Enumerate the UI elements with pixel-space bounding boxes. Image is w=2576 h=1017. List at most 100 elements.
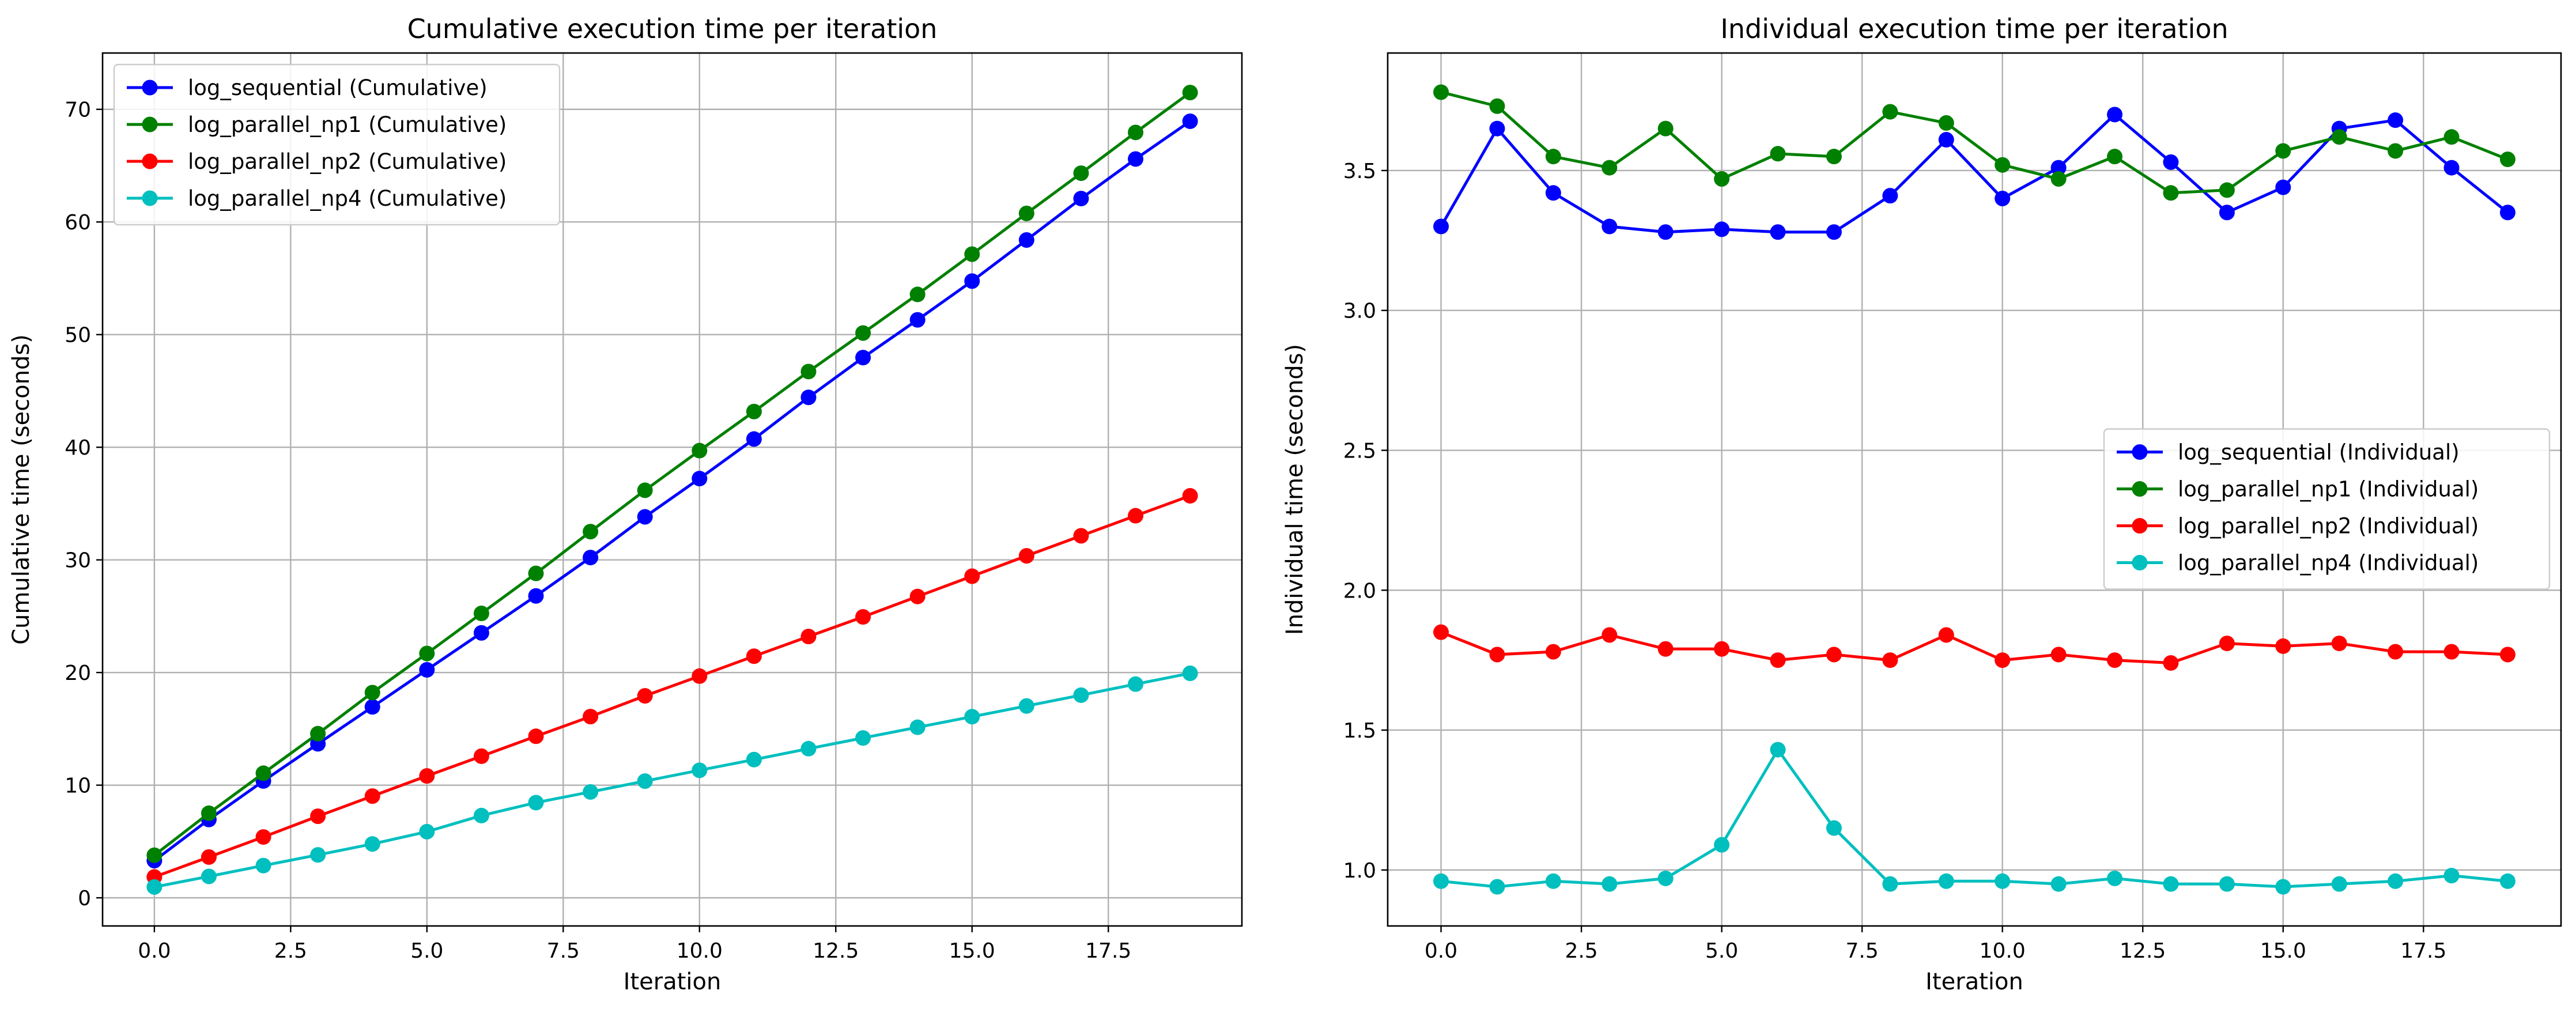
data-point bbox=[692, 762, 708, 778]
data-point bbox=[692, 443, 708, 459]
data-point bbox=[364, 836, 380, 852]
series-line bbox=[1440, 90, 2509, 195]
data-point bbox=[1489, 879, 1505, 895]
data-point bbox=[364, 788, 380, 804]
data-point bbox=[1995, 157, 2011, 173]
data-point bbox=[1545, 185, 1561, 201]
data-point bbox=[1545, 644, 1561, 660]
data-point bbox=[201, 805, 217, 821]
data-point bbox=[1601, 627, 1618, 643]
data-point bbox=[2050, 160, 2067, 176]
data-point bbox=[2163, 655, 2179, 671]
data-point bbox=[1882, 104, 1898, 120]
data-point bbox=[2219, 876, 2235, 892]
y-tick-label: 2.0 bbox=[1343, 579, 1376, 603]
legend-marker bbox=[142, 116, 158, 133]
series-1 bbox=[146, 113, 1198, 869]
data-point bbox=[1938, 873, 1954, 889]
data-point bbox=[2499, 873, 2515, 889]
data-point bbox=[2107, 652, 2123, 668]
x-tick-label: 7.5 bbox=[1846, 939, 1879, 963]
data-point bbox=[583, 784, 599, 800]
series-line bbox=[1440, 113, 2509, 234]
data-point bbox=[1938, 627, 1954, 643]
data-point bbox=[2388, 112, 2404, 128]
legend-label: log_parallel_np4 (Cumulative) bbox=[188, 186, 507, 211]
data-point bbox=[1073, 528, 1089, 544]
data-point bbox=[1714, 837, 1730, 853]
data-point bbox=[909, 286, 926, 303]
data-point bbox=[2388, 143, 2404, 159]
legend-marker bbox=[2132, 444, 2148, 460]
y-tick-label: 1.0 bbox=[1343, 859, 1376, 883]
data-point bbox=[1995, 652, 2011, 668]
y-tick-label: 50 bbox=[65, 324, 91, 347]
data-point bbox=[1770, 146, 1786, 162]
data-point bbox=[2107, 107, 2123, 123]
data-point bbox=[2443, 644, 2460, 660]
data-point bbox=[1601, 160, 1618, 176]
data-point bbox=[2275, 179, 2291, 195]
x-axis-label: Iteration bbox=[624, 969, 722, 995]
data-point bbox=[1882, 652, 1898, 668]
data-point bbox=[800, 740, 817, 757]
data-point bbox=[364, 685, 380, 701]
data-point bbox=[2163, 876, 2179, 892]
data-point bbox=[2275, 143, 2291, 159]
y-tick-label: 20 bbox=[65, 661, 91, 685]
legend-item: log_parallel_np4 (Cumulative) bbox=[127, 186, 507, 211]
data-point bbox=[1826, 820, 1842, 836]
data-point bbox=[909, 719, 926, 735]
data-point bbox=[1018, 232, 1034, 248]
legend-label: log_parallel_np4 (Individual) bbox=[2178, 551, 2479, 576]
data-point bbox=[1770, 224, 1786, 240]
x-tick-label: 17.5 bbox=[2400, 939, 2446, 963]
data-point bbox=[855, 609, 871, 625]
x-tick-label: 7.5 bbox=[547, 939, 580, 963]
legend-item: log_parallel_np2 (Individual) bbox=[2117, 514, 2479, 539]
y-tick-label: 30 bbox=[65, 549, 91, 573]
data-point bbox=[1826, 647, 1842, 663]
data-point bbox=[2219, 205, 2235, 221]
legend-item: log_parallel_np2 (Cumulative) bbox=[127, 149, 507, 174]
legend-marker bbox=[142, 190, 158, 206]
data-point bbox=[2163, 185, 2179, 201]
y-axis-label: Individual time (seconds) bbox=[1282, 344, 1308, 635]
legend-box bbox=[2103, 428, 2551, 590]
data-point bbox=[800, 629, 817, 645]
y-tick-label: 3.5 bbox=[1343, 160, 1376, 183]
data-point bbox=[1770, 742, 1786, 758]
data-point bbox=[1073, 687, 1089, 703]
data-point bbox=[1995, 191, 2011, 206]
data-point bbox=[1182, 113, 1198, 129]
x-tick-label: 10.0 bbox=[1980, 939, 2026, 963]
data-point bbox=[2388, 644, 2404, 660]
chart-title: Cumulative execution time per iteration bbox=[407, 13, 938, 44]
data-point bbox=[473, 748, 489, 764]
series-line bbox=[153, 120, 1191, 862]
chart-title: Individual execution time per iteration bbox=[1720, 13, 2228, 44]
axes-frame bbox=[101, 52, 1243, 927]
data-point bbox=[2499, 647, 2515, 663]
data-point bbox=[1073, 191, 1089, 207]
data-point bbox=[855, 325, 871, 341]
axes-frame bbox=[1387, 52, 2562, 927]
y-tick-label: 3.0 bbox=[1343, 300, 1376, 323]
data-point bbox=[1182, 487, 1198, 504]
data-point bbox=[2275, 879, 2291, 895]
x-tick-label: 5.0 bbox=[1705, 939, 1738, 963]
data-point bbox=[746, 431, 762, 447]
data-point bbox=[146, 847, 163, 863]
x-tick-label: 2.5 bbox=[274, 939, 307, 963]
data-point bbox=[1433, 624, 1449, 640]
legend-label: log_parallel_np2 (Individual) bbox=[2178, 514, 2479, 539]
data-point bbox=[746, 648, 762, 664]
y-tick-label: 2.5 bbox=[1343, 440, 1376, 463]
y-tick-label: 10 bbox=[65, 774, 91, 798]
y-tick-label: 40 bbox=[65, 436, 91, 460]
data-point bbox=[1657, 641, 1674, 657]
legend-marker bbox=[2132, 481, 2148, 497]
data-point bbox=[2443, 129, 2460, 145]
legend-item: log_parallel_np4 (Individual) bbox=[2117, 551, 2479, 576]
